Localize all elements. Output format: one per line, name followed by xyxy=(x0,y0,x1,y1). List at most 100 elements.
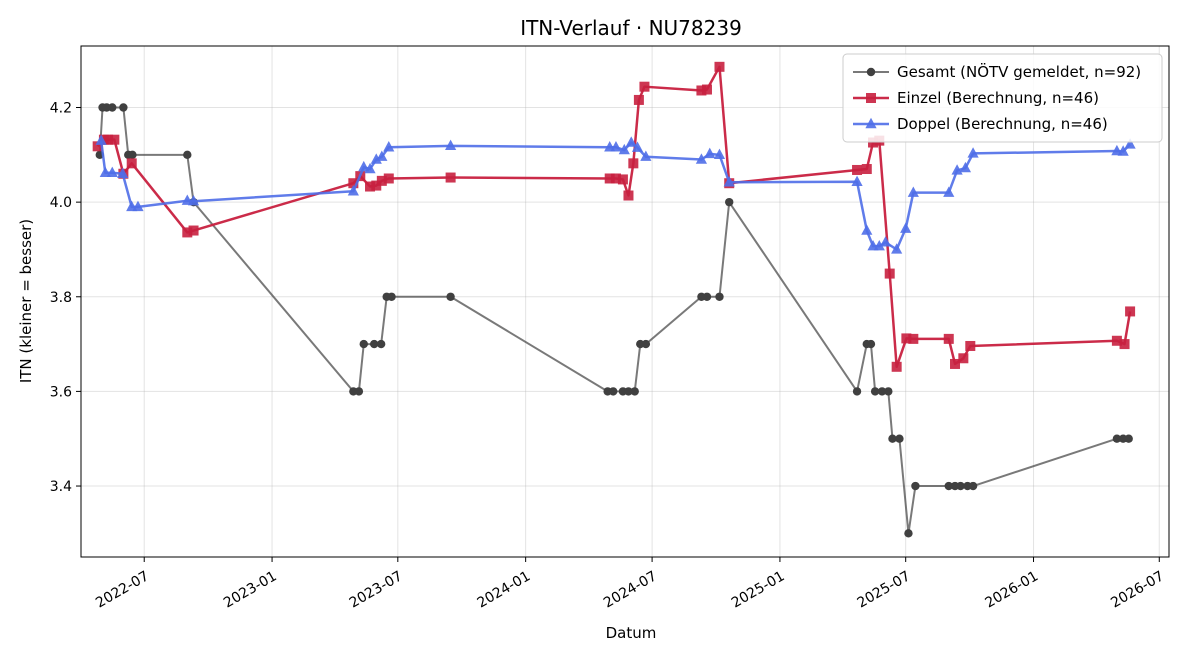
data-point-gesamt xyxy=(376,339,386,349)
data-point-doppel xyxy=(713,148,726,160)
data-point-gesamt xyxy=(108,103,117,112)
data-point-einzel xyxy=(365,181,376,192)
data-point-einzel xyxy=(383,173,394,184)
data-point-gesamt xyxy=(866,339,876,349)
data-point-gesamt xyxy=(1124,434,1133,443)
data-point-doppel xyxy=(370,153,382,164)
data-point-doppel xyxy=(704,147,716,159)
data-point-einzel xyxy=(868,137,879,148)
data-point-gesamt xyxy=(119,103,128,112)
data-point-gesamt xyxy=(387,292,396,301)
data-point-einzel xyxy=(623,190,634,201)
data-point-einzel xyxy=(1125,306,1136,317)
y-tick-label: 3.6 xyxy=(50,384,72,400)
series-einzel xyxy=(92,61,1136,372)
data-point-gesamt xyxy=(354,387,364,396)
data-point-einzel xyxy=(371,180,382,191)
plot-frame xyxy=(80,45,1170,558)
data-point-einzel xyxy=(103,134,114,145)
data-point-doppel xyxy=(723,176,735,187)
data-point-einzel xyxy=(950,358,961,369)
data-point-einzel xyxy=(376,175,387,186)
data-point-gesamt xyxy=(870,387,880,396)
data-point-gesamt xyxy=(852,387,862,396)
data-point-einzel xyxy=(1111,335,1122,346)
data-point-einzel xyxy=(958,353,969,364)
data-point-einzel xyxy=(445,172,456,183)
data-point-gesamt xyxy=(968,481,978,491)
legend-label: Einzel (Berechnung, n=46) xyxy=(897,89,1099,107)
data-point-gesamt xyxy=(895,434,904,443)
data-point-doppel xyxy=(95,134,107,145)
data-point-einzel xyxy=(701,84,712,95)
data-point-doppel xyxy=(358,160,370,172)
data-point-gesamt xyxy=(630,387,639,396)
legend-entry-einzel: Einzel (Berechnung, n=46) xyxy=(853,89,1099,107)
data-point-einzel xyxy=(891,361,902,372)
data-point-doppel xyxy=(625,136,637,147)
chart-title: ITN-Verlauf · NU78239 xyxy=(520,16,742,40)
data-point-gesamt xyxy=(715,292,724,301)
legend-marker xyxy=(866,67,876,77)
data-point-doppel xyxy=(445,139,457,151)
data-point-gesamt xyxy=(702,292,712,301)
data-point-doppel xyxy=(132,200,144,212)
data-point-gesamt xyxy=(359,339,368,349)
legend-entry-doppel: Doppel (Berechnung, n=46) xyxy=(853,115,1108,133)
data-point-gesamt xyxy=(446,292,455,301)
series-doppel xyxy=(95,134,1136,254)
legend-marker xyxy=(865,117,877,129)
data-point-doppel xyxy=(900,222,912,233)
y-tick-label: 3.8 xyxy=(50,290,72,306)
data-point-doppel xyxy=(383,141,395,152)
data-point-doppel xyxy=(1117,145,1129,156)
data-point-doppel xyxy=(951,164,963,175)
data-point-doppel xyxy=(967,147,979,158)
data-point-doppel xyxy=(376,150,388,161)
data-point-doppel xyxy=(610,141,622,152)
y-axis-ticks: 3.4 3.6 3.8 4.0 4.2 xyxy=(50,101,81,495)
legend-box xyxy=(842,53,1163,143)
data-point-gesamt xyxy=(608,387,618,396)
data-point-gesamt xyxy=(956,481,965,491)
y-tick-label: 3.4 xyxy=(50,479,72,495)
data-point-doppel xyxy=(907,186,919,197)
data-point-gesamt xyxy=(725,197,734,207)
data-point-einzel xyxy=(610,173,621,184)
legend-marker xyxy=(866,93,876,103)
data-point-einzel xyxy=(965,340,976,351)
data-point-einzel xyxy=(628,158,639,169)
data-point-einzel xyxy=(1119,339,1130,350)
x-axis-label: Datum xyxy=(606,624,657,642)
y-axis-label: ITN (kleiner = besser) xyxy=(17,219,35,383)
series-gesamt xyxy=(95,103,1133,538)
data-point-einzel xyxy=(109,134,120,145)
y-tick-label: 4.0 xyxy=(50,195,72,211)
data-point-doppel xyxy=(943,186,955,197)
data-point-doppel xyxy=(117,167,129,178)
data-point-gesamt xyxy=(183,150,192,160)
data-point-einzel xyxy=(92,141,103,152)
data-point-gesamt xyxy=(369,339,379,349)
data-point-einzel xyxy=(126,158,137,169)
data-point-einzel xyxy=(639,81,650,92)
data-point-gesamt xyxy=(128,150,137,160)
data-point-einzel xyxy=(908,333,919,344)
data-point-gesamt xyxy=(884,387,893,396)
data-point-gesamt xyxy=(624,387,633,396)
data-point-einzel xyxy=(188,225,199,236)
data-point-doppel xyxy=(959,161,972,173)
data-point-gesamt xyxy=(888,434,897,443)
data-point-doppel xyxy=(879,236,892,247)
y-tick-label: 4.2 xyxy=(50,101,72,117)
data-point-gesamt xyxy=(877,387,887,396)
data-point-doppel xyxy=(364,162,376,174)
legend: Gesamt (NÖTV gemeldet, n=92) Einzel (Bere… xyxy=(842,53,1163,143)
legend-label: Gesamt (NÖTV gemeldet, n=92) xyxy=(897,62,1141,81)
data-point-einzel xyxy=(696,85,707,96)
data-point-gesamt xyxy=(641,339,651,349)
data-point-einzel xyxy=(348,178,359,189)
data-point-einzel xyxy=(884,268,895,279)
data-point-doppel xyxy=(187,194,200,206)
